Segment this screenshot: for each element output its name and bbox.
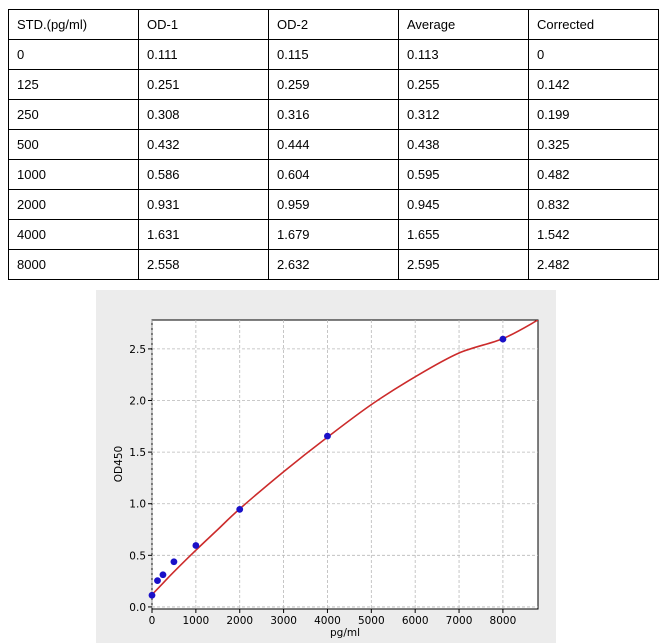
table-cell: 0.931 [138,189,269,220]
y-axis-label: OD450 [113,446,125,482]
x-tick-label: 5000 [358,615,385,627]
x-tick-label: 2000 [226,615,253,627]
y-tick-label: 2.0 [129,396,146,408]
table-cell: 0 [8,39,139,70]
table-cell: 0.325 [528,129,659,160]
table-cell: 500 [8,129,139,160]
table-cell: 0.438 [398,129,529,160]
table-cell: 0.312 [398,99,529,130]
axis-ticks: 0 1000 2000 3000 4000 5000 6000 7000 8000 0.0 0.5 1… [129,344,516,627]
data-point [236,505,244,513]
y-tick-label: 1.0 [129,499,146,511]
table-cell: 0.586 [138,159,269,190]
table-cell: 1.655 [398,219,529,250]
plot-area [151,319,539,610]
y-tick-label: 2.5 [129,344,146,356]
table-cell: 1000 [8,159,139,190]
table-row: 8000 2.558 2.632 2.595 2.482 [8,249,659,280]
data-point [148,591,156,599]
chart-panel: 0 1000 2000 3000 4000 5000 6000 7000 8000 0.0 0.5 1… [96,290,556,643]
table-cell: 0.604 [268,159,399,190]
x-axis-label: pg/ml [330,627,360,639]
data-point [499,335,507,343]
table-header-cell: Corrected [528,9,659,40]
table-row: 125 0.251 0.259 0.255 0.142 [8,69,659,100]
fit-curve-layer [152,320,538,596]
table-cell: 8000 [8,249,139,280]
table-cell: 0.251 [138,69,269,100]
x-tick-label: 3000 [270,615,297,627]
x-tick-label: 8000 [490,615,517,627]
table-row: 250 0.308 0.316 0.312 0.199 [8,99,659,130]
table-cell: 0.482 [528,159,659,190]
standard-curve-table: STD.(pg/ml) OD-1 OD-2 Average Corrected 0 0.1… [8,9,659,280]
table-cell: 0.595 [398,159,529,190]
table-row: 500 0.432 0.444 0.438 0.325 [8,129,659,160]
table-body: 0 0.111 0.115 0.113 0 125 0.251 0.259 0.255 0.142… [8,39,659,280]
table-cell: 0.959 [268,189,399,220]
table-cell: 0.308 [138,99,269,130]
table-row: 1000 0.586 0.604 0.595 0.482 [8,159,659,190]
table-header-cell: Average [398,9,529,40]
table-cell: 2000 [8,189,139,220]
table-cell: 250 [8,99,139,130]
y-tick-label: 0.5 [129,550,146,562]
table-cell: 0.432 [138,129,269,160]
table-cell: 0.832 [528,189,659,220]
data-point [192,542,200,549]
table-header-cell: OD-1 [138,9,269,40]
table-cell: 125 [8,69,139,100]
table-cell: 0.945 [398,189,529,220]
table-cell: 0.444 [268,129,399,160]
table-header-cell: OD-2 [268,9,399,40]
table-cell: 2.558 [138,249,269,280]
data-point [159,571,167,579]
table-cell: 0.199 [528,99,659,130]
x-tick-label: 4000 [314,615,341,627]
y-tick-label: 1.5 [129,447,146,459]
table-cell: 2.632 [268,249,399,280]
table-cell: 0.316 [268,99,399,130]
table-cell: 0.111 [138,39,269,70]
table-cell: 2.482 [528,249,659,280]
grid-lines [151,320,538,609]
table-cell: 4000 [8,219,139,250]
y-tick-label: 0.0 [129,602,146,614]
table-header-cell: STD.(pg/ml) [8,9,139,40]
table-row: 4000 1.631 1.679 1.655 1.542 [8,219,659,250]
table-cell: 0.142 [528,69,659,100]
table-cell: 0.113 [398,39,529,70]
table-cell: 0.259 [268,69,399,100]
x-tick-label: 0 [149,615,156,627]
table-cell: 0.115 [268,39,399,70]
table-cell: 1.542 [528,219,659,250]
x-tick-label: 6000 [402,615,429,627]
x-tick-label: 7000 [446,615,473,627]
table-row: 0 0.111 0.115 0.113 0 [8,39,659,70]
table-cell: 1.631 [138,219,269,250]
table-cell: 1.679 [268,219,399,250]
data-point [154,577,161,585]
table-cell: 2.595 [398,249,529,280]
table-row: 2000 0.931 0.959 0.945 0.832 [8,189,659,220]
x-tick-label: 1000 [182,615,209,627]
standard-curve-chart: 0 1000 2000 3000 4000 5000 6000 7000 8000 0.0 0.5 1… [113,319,539,639]
table-header-row: STD.(pg/ml) OD-1 OD-2 Average Corrected [8,9,659,40]
data-point [324,432,331,440]
fit-curve [152,320,538,596]
table-cell: 0.255 [398,69,529,100]
data-point [170,558,178,566]
data-points-layer [148,335,507,599]
table-cell: 0 [528,39,659,70]
